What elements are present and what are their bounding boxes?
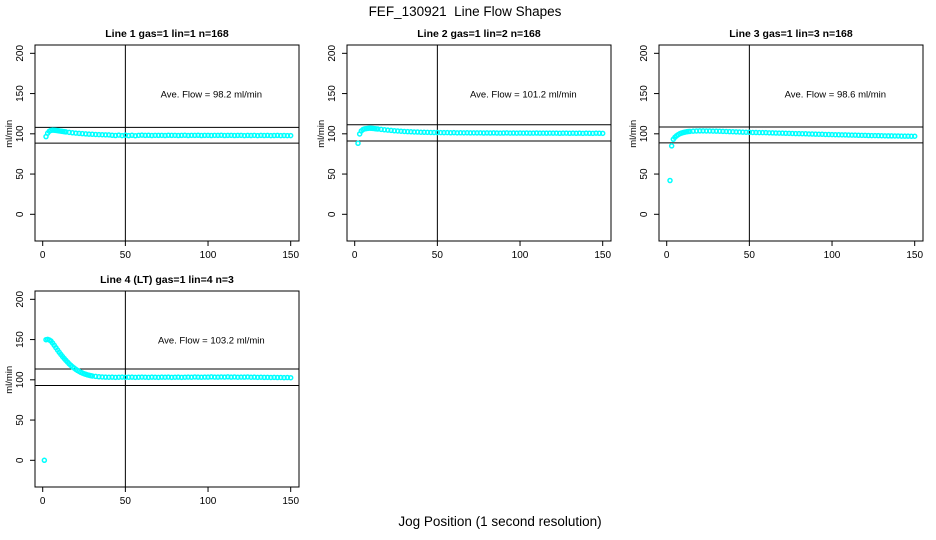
- x-axis-label: Jog Position (1 second resolution): [398, 514, 602, 529]
- y-axis-label: ml/min: [628, 120, 639, 148]
- subplot-svg: Line 1 gas=1 lin=1 n=168 0 50 100 150 0 50 100 1…: [4, 28, 300, 261]
- ave-flow-annotation: Ave. Flow = 101.2 ml/min: [470, 90, 577, 101]
- data-point: [667, 177, 673, 184]
- y-tick-label: 100: [327, 125, 338, 142]
- y-tick-label: 200: [15, 291, 26, 308]
- y-tick-label: 100: [15, 371, 26, 388]
- y-tick-label: 200: [15, 45, 26, 62]
- data-points: [41, 336, 294, 464]
- y-tick-label: 200: [327, 45, 338, 62]
- x-tick-label: 100: [200, 496, 217, 507]
- y-tick-label: 150: [15, 331, 26, 348]
- data-point: [287, 132, 294, 139]
- x-tick-label: 50: [744, 250, 756, 261]
- y-tick-label: 50: [639, 168, 650, 180]
- x-tick-label: 0: [40, 496, 46, 507]
- plot-box: [34, 290, 300, 488]
- x-tick-label: 0: [352, 250, 358, 261]
- y-tick-label: 150: [327, 85, 338, 102]
- x-tick-label: 50: [120, 250, 132, 261]
- y-tick-label: 0: [15, 457, 26, 463]
- x-tick-label: 150: [594, 250, 611, 261]
- subplot-line-1: Line 1 gas=1 lin=1 n=168 0 50 100 150 0 50 100 1…: [0, 20, 312, 270]
- data-point: [41, 457, 48, 464]
- data-point: [668, 143, 675, 149]
- subplot-svg: Line 2 gas=1 lin=2 n=168 0 50 100 150 0 50 100 1…: [316, 28, 612, 261]
- y-tick-label: 150: [639, 85, 650, 102]
- y-tick-label: 100: [15, 125, 26, 142]
- ave-flow-annotation: Ave. Flow = 98.6 ml/min: [785, 90, 886, 101]
- x-tick-label: 100: [512, 250, 529, 261]
- subplot-title: Line 1 gas=1 lin=1 n=168: [105, 28, 229, 40]
- data-point: [355, 140, 361, 147]
- subplot-title: Line 3 gas=1 lin=3 n=168: [729, 28, 853, 40]
- data-points: [667, 128, 918, 184]
- x-tick-label: 0: [664, 250, 670, 261]
- data-point: [911, 133, 918, 139]
- plot-box: [658, 44, 924, 242]
- figure-title: FEF_130921 Line Flow Shapes: [368, 4, 562, 19]
- y-tick-label: 0: [639, 211, 650, 217]
- x-tick-label: 150: [906, 250, 923, 261]
- y-tick-label: 100: [639, 125, 650, 142]
- x-tick-label: 100: [200, 250, 217, 261]
- y-axis-label: ml/min: [316, 120, 327, 148]
- y-tick-label: 50: [15, 414, 26, 426]
- y-tick-label: 0: [327, 211, 338, 217]
- x-tick-label: 50: [120, 496, 132, 507]
- x-tick-label: 150: [282, 250, 299, 261]
- subplot-line-2: Line 2 gas=1 lin=2 n=168 0 50 100 150 0 50 100 1…: [312, 20, 624, 270]
- x-tick-label: 150: [282, 496, 299, 507]
- x-tick-label: 100: [824, 250, 841, 261]
- y-tick-label: 200: [639, 45, 650, 62]
- subplot-svg: Line 4 (LT) gas=1 lin=4 n=3 0 50 100 150 0 50 1…: [4, 274, 300, 507]
- subplot-line-3: Line 3 gas=1 lin=3 n=168 0 50 100 150 0 50 100 1…: [624, 20, 936, 270]
- ave-flow-annotation: Ave. Flow = 103.2 ml/min: [158, 336, 265, 347]
- data-point: [287, 374, 294, 381]
- subplot-svg: Line 3 gas=1 lin=3 n=168 0 50 100 150 0 50 100 1…: [628, 28, 924, 261]
- subplot-title: Line 2 gas=1 lin=2 n=168: [417, 28, 541, 40]
- y-tick-label: 50: [15, 168, 26, 180]
- plot-box: [34, 44, 300, 242]
- x-tick-label: 0: [40, 250, 46, 261]
- y-tick-label: 50: [327, 168, 338, 180]
- plot-box: [346, 44, 612, 242]
- data-points: [43, 127, 294, 140]
- data-points: [355, 125, 606, 147]
- subplot-line-4: Line 4 (LT) gas=1 lin=4 n=3 0 50 100 150 0 50 1…: [0, 266, 312, 516]
- y-tick-label: 0: [15, 211, 26, 217]
- y-axis-label: ml/min: [4, 120, 15, 148]
- y-axis-label: ml/min: [4, 366, 15, 394]
- x-tick-label: 50: [432, 250, 444, 261]
- data-point: [599, 130, 606, 137]
- y-tick-label: 150: [15, 85, 26, 102]
- subplot-title: Line 4 (LT) gas=1 lin=4 n=3: [100, 274, 234, 286]
- ave-flow-annotation: Ave. Flow = 98.2 ml/min: [161, 90, 262, 101]
